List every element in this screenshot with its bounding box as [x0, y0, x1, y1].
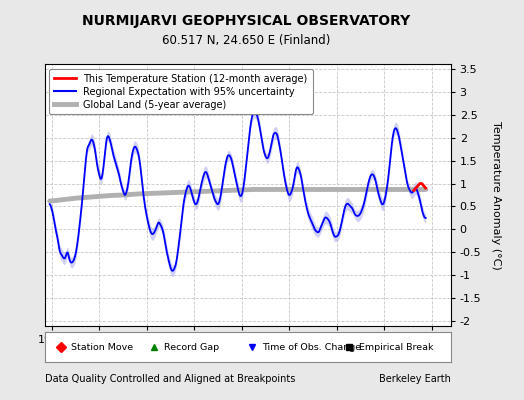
Legend: This Temperature Station (12-month average), Regional Expectation with 95% uncer: This Temperature Station (12-month avera… [49, 69, 312, 114]
Text: Station Move: Station Move [71, 342, 133, 352]
Text: Empirical Break: Empirical Break [359, 342, 434, 352]
Text: Record Gap: Record Gap [165, 342, 220, 352]
Text: 60.517 N, 24.650 E (Finland): 60.517 N, 24.650 E (Finland) [162, 34, 331, 47]
Text: Data Quality Controlled and Aligned at Breakpoints: Data Quality Controlled and Aligned at B… [45, 374, 295, 384]
Y-axis label: Temperature Anomaly (°C): Temperature Anomaly (°C) [491, 121, 501, 269]
Text: Berkeley Earth: Berkeley Earth [379, 374, 451, 384]
Text: NURMIJARVI GEOPHYSICAL OBSERVATORY: NURMIJARVI GEOPHYSICAL OBSERVATORY [82, 14, 410, 28]
Text: Time of Obs. Change: Time of Obs. Change [262, 342, 361, 352]
